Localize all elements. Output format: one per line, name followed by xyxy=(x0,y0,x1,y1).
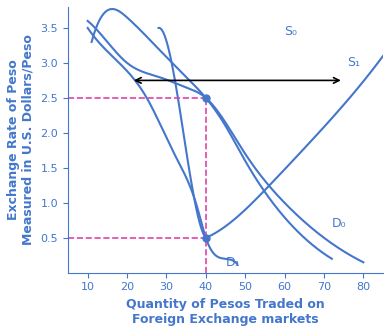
Text: D₁: D₁ xyxy=(225,256,240,269)
Text: D₀: D₀ xyxy=(332,217,346,230)
Text: S₁: S₁ xyxy=(347,56,361,69)
X-axis label: Quantity of Pesos Traded on
Foreign Exchange markets: Quantity of Pesos Traded on Foreign Exch… xyxy=(126,298,325,326)
Y-axis label: Exchange Rate of Peso
Measured in U.S. Dollars/Peso: Exchange Rate of Peso Measured in U.S. D… xyxy=(7,34,35,245)
Text: S₀: S₀ xyxy=(285,25,298,38)
